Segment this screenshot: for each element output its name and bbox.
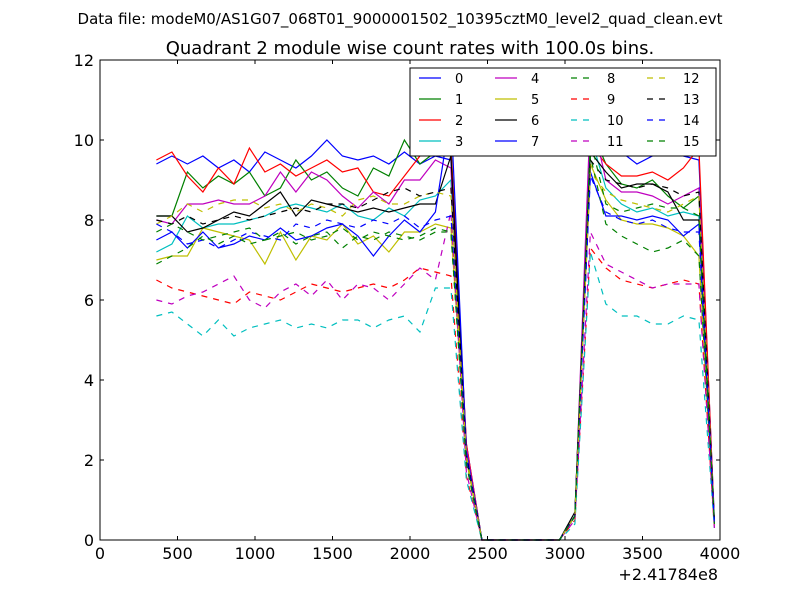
x-tick-label: 1500 <box>312 544 353 563</box>
x-tick-label: 3500 <box>622 544 663 563</box>
x-offset-label: +2.41784e8 <box>618 565 718 584</box>
chart-title: Quadrant 2 module wise count rates with … <box>166 38 655 59</box>
legend-label-6: 6 <box>531 114 539 129</box>
series-line-11 <box>156 211 715 541</box>
x-axis: 0 500 1000 1500 2000 2500 3000 3500 4000 <box>95 60 740 563</box>
figure-suptitle: Data file: modeM0/AS1G07_068T01_90000015… <box>78 10 723 29</box>
legend-label-15: 15 <box>683 135 700 150</box>
legend-label-5: 5 <box>531 93 539 108</box>
legend-label-11: 11 <box>607 135 624 150</box>
y-tick-label: 10 <box>74 131 94 150</box>
x-tick-label: 4000 <box>700 544 741 563</box>
x-tick-label: 1000 <box>235 544 276 563</box>
legend-label-3: 3 <box>455 135 463 150</box>
series-line-10 <box>156 251 715 541</box>
x-tick-label: 3000 <box>545 544 586 563</box>
y-tick-label: 8 <box>84 211 94 230</box>
x-tick-label: 2500 <box>467 544 508 563</box>
y-tick-label: 0 <box>84 531 94 550</box>
legend-label-0: 0 <box>455 72 463 87</box>
y-tick-label: 4 <box>84 371 94 390</box>
legend-label-10: 10 <box>607 114 624 129</box>
x-tick-label: 2000 <box>390 544 431 563</box>
legend-label-12: 12 <box>683 72 700 87</box>
legend-label-8: 8 <box>607 72 615 87</box>
legend-label-9: 9 <box>607 93 615 108</box>
x-tick-label: 0 <box>95 544 105 563</box>
legend-label-2: 2 <box>455 114 463 129</box>
series-line-4 <box>156 111 715 541</box>
y-tick-label: 2 <box>84 451 94 470</box>
x-tick-label: 500 <box>162 544 193 563</box>
series-lines <box>156 111 715 541</box>
legend-label-1: 1 <box>455 93 463 108</box>
series-line-6 <box>156 150 715 541</box>
legend-label-14: 14 <box>683 114 700 129</box>
series-line-14 <box>156 175 715 541</box>
series-line-7 <box>156 111 715 541</box>
legend-label-7: 7 <box>531 135 539 150</box>
y-tick-label: 12 <box>74 51 94 70</box>
legend-label-4: 4 <box>531 72 539 87</box>
series-line-9 <box>156 246 715 541</box>
series-line-5 <box>156 163 715 541</box>
series-line-12 <box>156 170 715 541</box>
series-line-13 <box>156 158 715 541</box>
series-line-15 <box>156 139 715 541</box>
y-tick-label: 6 <box>84 291 94 310</box>
legend-label-13: 13 <box>683 93 700 108</box>
